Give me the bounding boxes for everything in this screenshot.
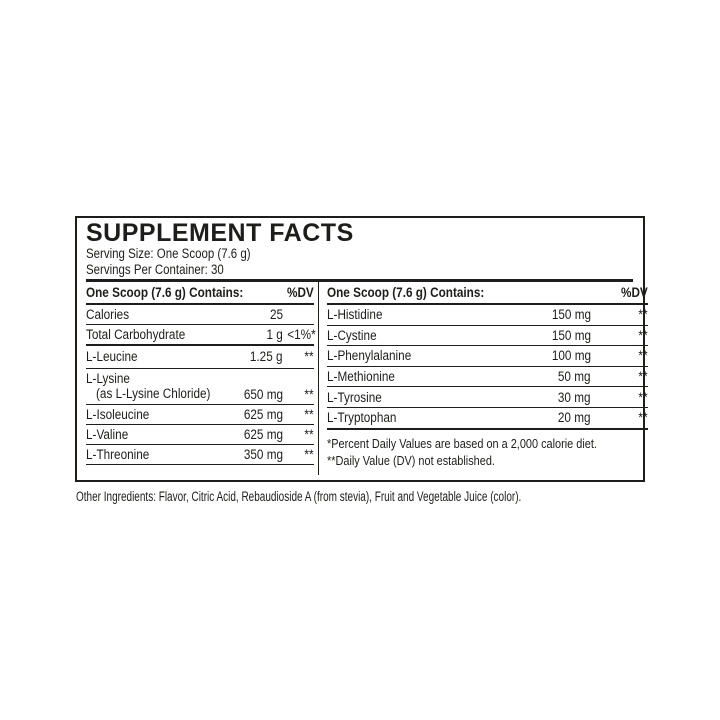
nutrient-amount: 30 mg	[558, 389, 591, 405]
facts-columns: One Scoop (7.6 g) Contains: %DV Calories…	[77, 282, 648, 475]
nutrient-name: L-Valine	[86, 426, 129, 442]
panel-header: SUPPLEMENT FACTS Serving Size: One Scoop…	[77, 218, 643, 282]
nutrient-row-l-threonine: L-Threonine 350 mg **	[86, 445, 314, 465]
nutrient-row-l-phenylalanine: L-Phenylalanine 100 mg **	[326, 346, 648, 367]
serving-size-text: Serving Size: One Scoop (7.6 g)	[86, 246, 251, 261]
nutrient-name: L-Threonine	[86, 446, 150, 462]
servings-per-container: Servings Per Container: 30	[86, 262, 633, 278]
nutrient-dv: **	[304, 386, 314, 402]
nutrient-amount: 625 mg	[243, 406, 283, 422]
nutrient-name: L-Lysine (as L-Lysine Chloride)	[86, 370, 211, 402]
nutrient-name: L-Isoleucine	[86, 406, 150, 422]
servings-per-container-text: Servings Per Container: 30	[86, 261, 224, 277]
header-divider	[86, 279, 633, 282]
nutrient-name: Calories	[86, 307, 130, 322]
nutrient-dv: **	[638, 369, 648, 385]
nutrient-amount: 50 mg	[558, 369, 591, 385]
nutrient-amount: 150 mg	[551, 307, 591, 323]
nutrient-name: L-Histidine	[326, 307, 383, 323]
nutrient-name: L-Phenylalanine	[326, 348, 411, 364]
nutrient-dv: **	[304, 349, 314, 365]
footnote-percent-dv: *Percent Daily Values are based on a 2,0…	[326, 435, 597, 451]
nutrient-amount: 20 mg	[558, 410, 591, 426]
nutrient-amount: 625 mg	[243, 426, 283, 442]
nutrient-dv: **	[638, 307, 648, 323]
nutrient-name: L-Tryptophan	[326, 410, 396, 426]
column-header-label: One Scoop (7.6 g) Contains:	[326, 285, 484, 300]
nutrient-dv: **	[638, 410, 648, 426]
nutrient-row-l-valine: L-Valine 625 mg **	[86, 425, 314, 445]
nutrient-row-l-tyrosine: L-Tyrosine 30 mg **	[326, 387, 648, 408]
dv-header-label: %DV	[286, 285, 314, 300]
panel-title: SUPPLEMENT FACTS	[86, 219, 354, 247]
nutrient-name: L-Cystine	[326, 327, 377, 343]
nutrient-row-l-methionine: L-Methionine 50 mg **	[326, 367, 648, 388]
nutrient-amount: 350 mg	[243, 446, 283, 462]
nutrient-row-l-tryptophan: L-Tryptophan 20 mg **	[326, 408, 648, 430]
column-header-label: One Scoop (7.6 g) Contains:	[86, 285, 244, 300]
nutrient-name: Total Carbohydrate	[86, 327, 186, 342]
facts-column-right: One Scoop (7.6 g) Contains: %DV L-Histid…	[317, 282, 654, 475]
nutrient-amount: 650 mg	[243, 386, 283, 402]
nutrient-row-l-isoleucine: L-Isoleucine 625 mg **	[86, 405, 314, 425]
footnotes: *Percent Daily Values are based on a 2,0…	[327, 430, 648, 470]
dv-header-label: %DV	[621, 285, 648, 300]
column-header: One Scoop (7.6 g) Contains: %DV	[326, 282, 648, 305]
nutrient-name: L-Leucine	[86, 349, 138, 365]
column-header: One Scoop (7.6 g) Contains: %DV	[86, 282, 314, 305]
nutrient-dv: **	[638, 327, 648, 343]
facts-column-left: One Scoop (7.6 g) Contains: %DV Calories…	[77, 282, 318, 475]
nutrient-dv: **	[304, 446, 314, 462]
nutrient-amount: 1 g	[266, 327, 283, 342]
nutrient-row-calories: Calories 25	[86, 305, 314, 325]
nutrient-name: L-Tyrosine	[326, 389, 382, 405]
nutrient-dv: **	[304, 406, 314, 422]
nutrient-dv: **	[304, 426, 314, 442]
nutrient-amount: 150 mg	[551, 327, 591, 343]
nutrient-source: (as L-Lysine Chloride)	[96, 386, 211, 401]
other-ingredients: Other Ingredients: Flavor, Citric Acid, …	[76, 489, 522, 504]
nutrient-dv: **	[638, 348, 648, 364]
serving-size: Serving Size: One Scoop (7.6 g)	[86, 246, 633, 262]
nutrient-dv: <1%*	[286, 327, 316, 342]
nutrient-row-l-leucine: L-Leucine 1.25 g **	[86, 346, 314, 369]
nutrient-row-total-carbohydrate: Total Carbohydrate 1 g <1%*	[86, 325, 316, 346]
nutrient-dv	[283, 307, 314, 322]
nutrient-name: L-Methionine	[326, 369, 395, 385]
nutrient-dv: **	[638, 389, 648, 405]
nutrient-row-l-lysine: L-Lysine (as L-Lysine Chloride) 650 mg *…	[86, 369, 314, 405]
supplement-facts-panel: SUPPLEMENT FACTS Serving Size: One Scoop…	[75, 216, 648, 482]
footnote-dv-not-established: **Daily Value (DV) not established.	[326, 453, 495, 469]
nutrient-row-l-cystine: L-Cystine 150 mg **	[326, 326, 648, 347]
nutrient-amount: 100 mg	[551, 348, 591, 364]
nutrient-row-l-histidine: L-Histidine 150 mg **	[326, 305, 648, 326]
nutrient-amount: 25	[269, 307, 283, 322]
nutrient-amount: 1.25 g	[249, 349, 283, 365]
